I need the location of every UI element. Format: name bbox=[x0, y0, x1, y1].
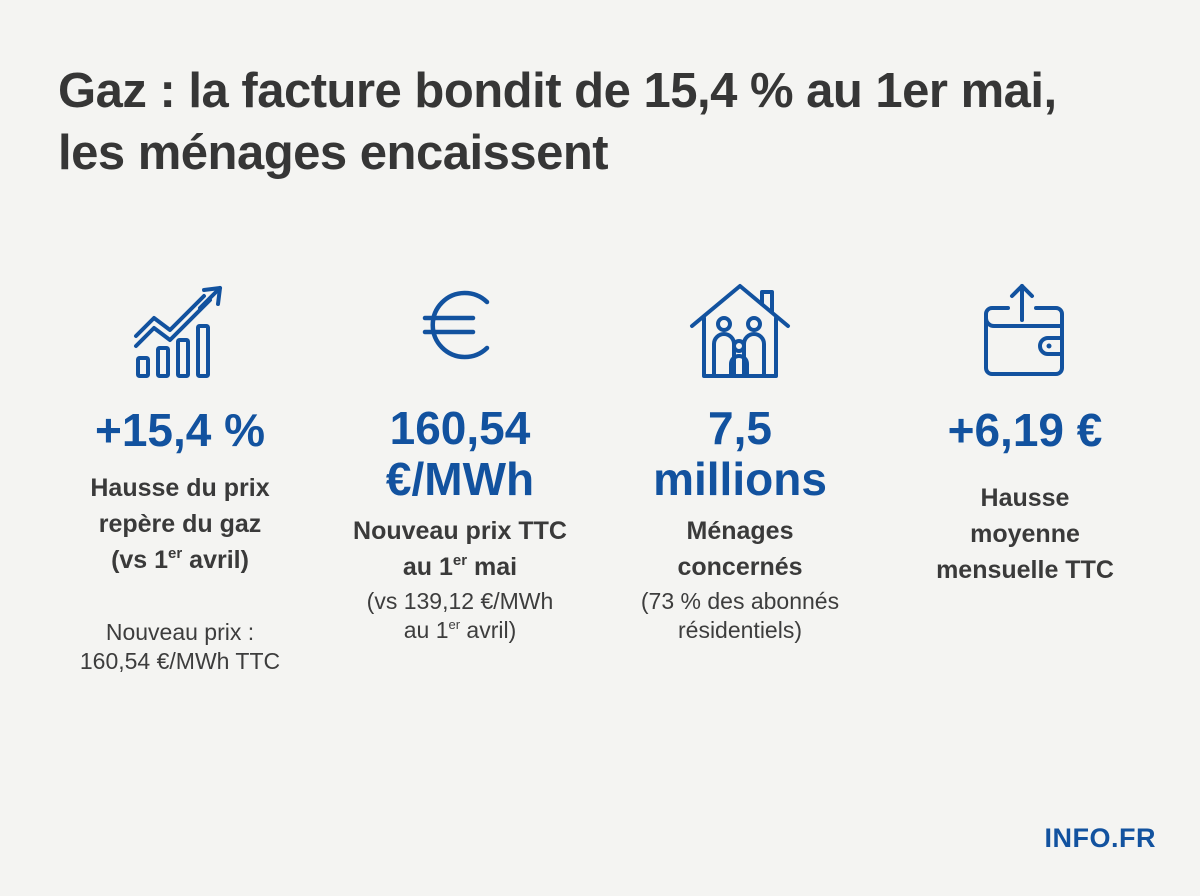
growth-chart-icon bbox=[60, 280, 300, 385]
stat-label-line: Nouveau prix TTC bbox=[353, 517, 567, 545]
stat-note: (vs 139,12 €/MWh au 1er avril) bbox=[340, 587, 580, 645]
page-title: Gaz : la facture bondit de 15,4 % au 1er… bbox=[58, 60, 1158, 184]
page-title-line: Gaz : la facture bondit de 15,4 % au 1er… bbox=[58, 64, 1057, 118]
stat-note: Nouveau prix : 160,54 €/MWh TTC bbox=[60, 618, 300, 676]
text-part: mai bbox=[467, 553, 518, 581]
stat-label: Nouveau prix TTC au 1er mai bbox=[340, 513, 580, 585]
page-title-line: les ménages encaissent bbox=[58, 126, 609, 180]
stat-label-line: au 1er mai bbox=[340, 549, 580, 585]
stat-value-line: 160,54 bbox=[389, 402, 531, 454]
stat-label-line: Hausse du prix bbox=[90, 474, 270, 502]
stat-note-line: (73 % des abonnés bbox=[640, 588, 840, 614]
stat-label: Ménages concernés bbox=[620, 513, 860, 585]
stat-new-price: 160,54 €/MWh Nouveau prix TTC au 1er mai… bbox=[340, 280, 580, 645]
stat-monthly-increase: +6,19 € Hausse moyenne mensuelle TTC bbox=[905, 280, 1145, 588]
stat-label-line: Hausse bbox=[980, 484, 1070, 512]
text-part: avril) bbox=[182, 546, 249, 574]
stat-value-line: €/MWh bbox=[385, 453, 535, 505]
stat-note-line: résidentiels) bbox=[678, 617, 802, 643]
stat-value-line: millions bbox=[653, 453, 827, 505]
stat-value: +6,19 € bbox=[947, 404, 1103, 456]
stat-label-line: concernés bbox=[677, 553, 803, 581]
stat-label: Hausse du prix repère du gaz (vs 1er avr… bbox=[60, 470, 300, 578]
text-part: (vs 1 bbox=[111, 546, 169, 574]
stat-label-line: Ménages bbox=[686, 517, 794, 545]
stat-price-increase: +15,4 % Hausse du prix repère du gaz (vs… bbox=[60, 280, 300, 676]
stat-note-line: au 1er avril) bbox=[340, 616, 580, 645]
superscript: er bbox=[448, 617, 461, 632]
stat-note-line: (vs 139,12 €/MWh bbox=[366, 588, 554, 614]
stat-note-line: Nouveau prix : bbox=[105, 619, 255, 645]
superscript: er bbox=[168, 545, 183, 562]
stat-label-line: mensuelle TTC bbox=[936, 556, 1114, 584]
superscript: er bbox=[452, 552, 468, 569]
text-part: au 1 bbox=[402, 553, 453, 581]
brand-logo: INFO.FR bbox=[1044, 823, 1156, 853]
text-part: avril) bbox=[460, 617, 517, 643]
text-part: au 1 bbox=[403, 617, 449, 643]
euro-icon bbox=[340, 280, 580, 385]
stat-value: 160,54 €/MWh bbox=[340, 403, 580, 505]
stat-households: 7,5 millions Ménages concernés (73 % des… bbox=[620, 280, 860, 645]
stat-label-line: repère du gaz bbox=[98, 510, 262, 538]
wallet-icon bbox=[905, 280, 1145, 385]
stat-value: +15,4 % bbox=[94, 404, 266, 456]
stat-label: Hausse moyenne mensuelle TTC bbox=[905, 480, 1145, 588]
stat-value-line: 7,5 bbox=[708, 402, 772, 454]
stat-label-line: moyenne bbox=[970, 520, 1080, 548]
stat-label-line: (vs 1er avril) bbox=[60, 542, 300, 578]
family-house-icon bbox=[620, 280, 860, 385]
stat-note-line: 160,54 €/MWh TTC bbox=[79, 648, 281, 674]
stat-note: (73 % des abonnés résidentiels) bbox=[620, 587, 860, 645]
stat-value: 7,5 millions bbox=[620, 403, 860, 505]
